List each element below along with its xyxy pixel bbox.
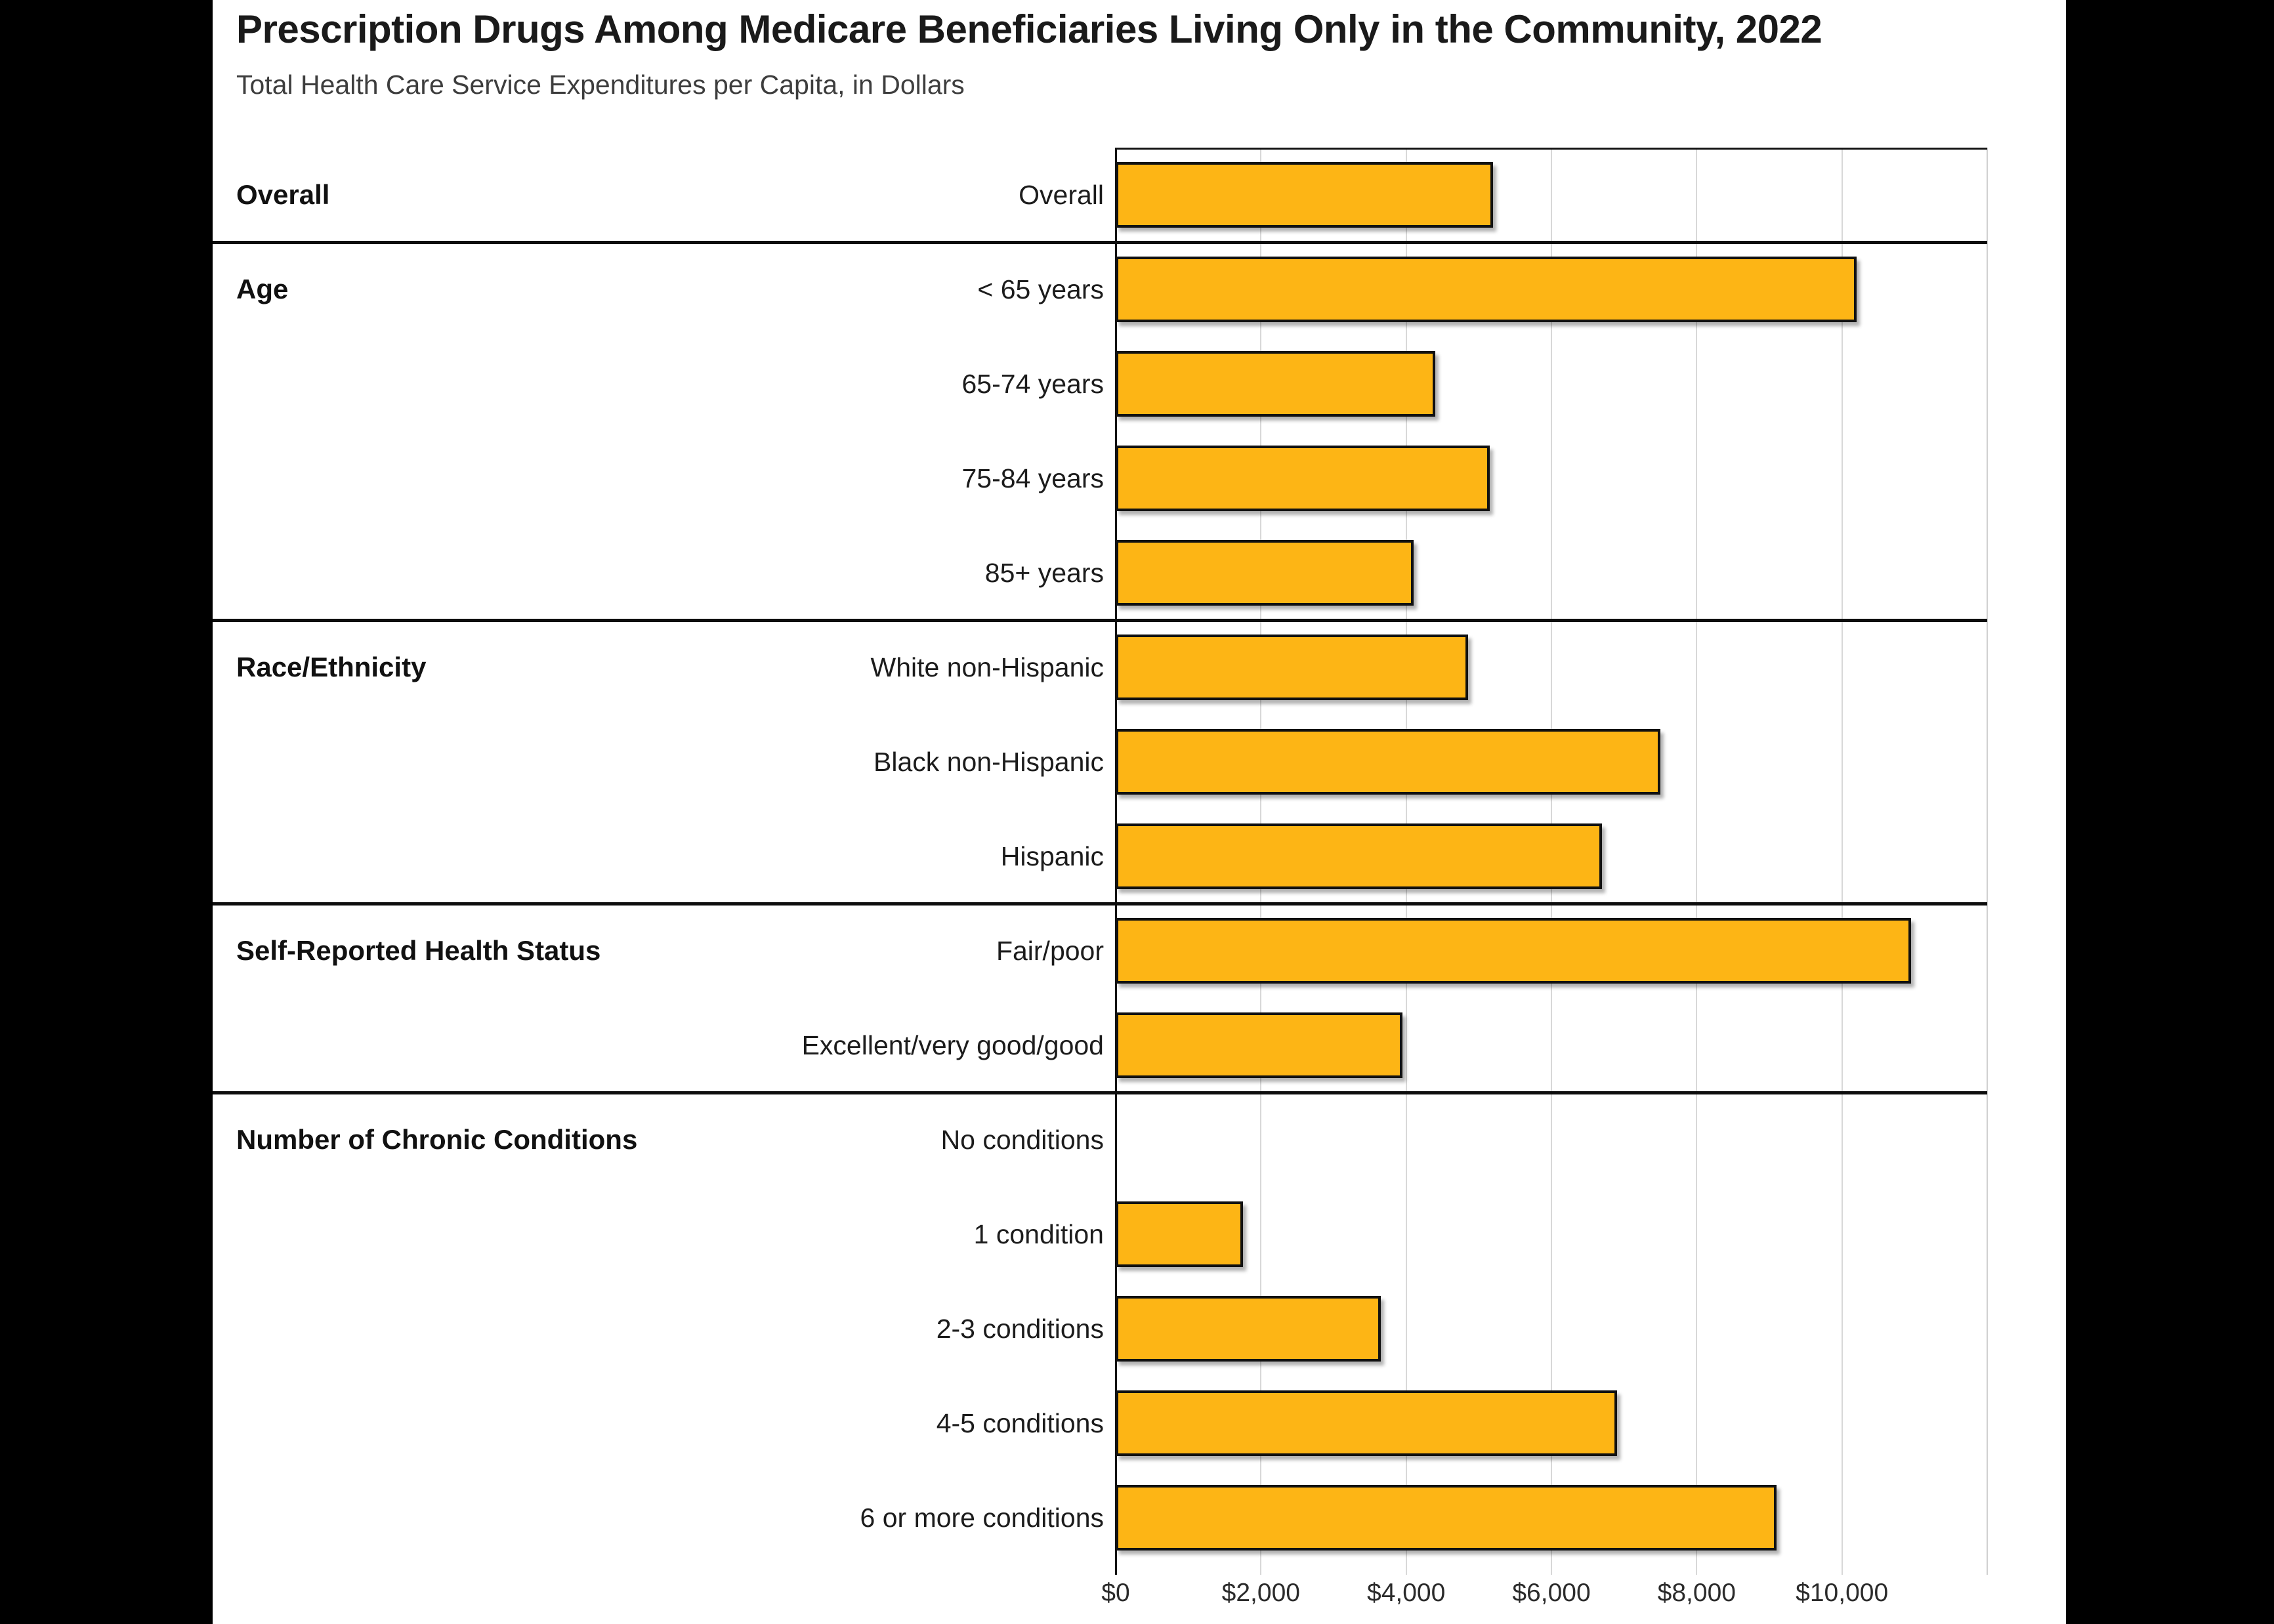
bar [1116, 446, 1490, 511]
x-tick-label: $10,000 [1796, 1579, 1889, 1607]
bar [1116, 823, 1603, 889]
bar [1116, 162, 1494, 228]
bar-label: 85+ years [984, 557, 1104, 588]
section-label-3: Self-Reported Health Status [236, 935, 601, 966]
bar [1116, 729, 1660, 795]
bar [1116, 351, 1435, 417]
bar-label: Fair/poor [996, 935, 1104, 966]
chart-title: Prescription Drugs Among Medicare Benefi… [236, 7, 1822, 51]
chart-subtitle: Total Health Care Service Expenditures p… [236, 70, 965, 100]
bar [1116, 257, 1857, 322]
bar-label: 1 condition [973, 1218, 1104, 1249]
x-tick-label: $8,000 [1657, 1579, 1736, 1607]
bar-label: 4-5 conditions [936, 1407, 1104, 1438]
bar-label: 2-3 conditions [936, 1313, 1104, 1344]
section-label-2: Race/Ethnicity [236, 652, 427, 682]
bar-label: Excellent/very good/good [801, 1030, 1104, 1060]
bar [1116, 1485, 1777, 1551]
bar-label: Hispanic [1000, 841, 1104, 871]
bar-label: White non-Hispanic [870, 652, 1105, 682]
x-tick-label: $4,000 [1367, 1579, 1446, 1607]
chart-panel: Prescription Drugs Among Medicare Benefi… [213, 0, 2066, 1624]
x-tick-label: $2,000 [1221, 1579, 1300, 1607]
bar [1116, 635, 1468, 700]
section-label-4: Number of Chronic Conditions [236, 1124, 638, 1155]
bar [1116, 1390, 1617, 1456]
bar-label: 65-74 years [961, 368, 1104, 399]
section-label-0: Overall [236, 179, 330, 210]
section-separator [213, 902, 1987, 906]
x-tick-label: $0 [1101, 1579, 1130, 1607]
bar [1116, 1296, 1381, 1362]
section-separator [213, 619, 1987, 622]
section-separator [213, 1091, 1987, 1094]
bar-label: < 65 years [977, 274, 1104, 304]
plot-top-border [1116, 148, 1987, 150]
bar [1116, 540, 1414, 606]
section-separator [213, 241, 1987, 244]
bar [1116, 1012, 1403, 1078]
bar-label: Overall [1019, 179, 1104, 210]
bar-label: No conditions [940, 1124, 1104, 1155]
bar-label: Black non-Hispanic [874, 746, 1104, 777]
gridline-10000 [1841, 148, 1843, 1575]
bar [1116, 1201, 1243, 1267]
bar-label: 75-84 years [961, 463, 1104, 493]
section-label-1: Age [236, 274, 289, 304]
bar-label: 6 or more conditions [860, 1502, 1104, 1533]
gridline-12000 [1987, 148, 1988, 1575]
x-tick-label: $6,000 [1512, 1579, 1591, 1607]
bar [1116, 918, 1911, 984]
gridline-8000 [1696, 148, 1698, 1575]
